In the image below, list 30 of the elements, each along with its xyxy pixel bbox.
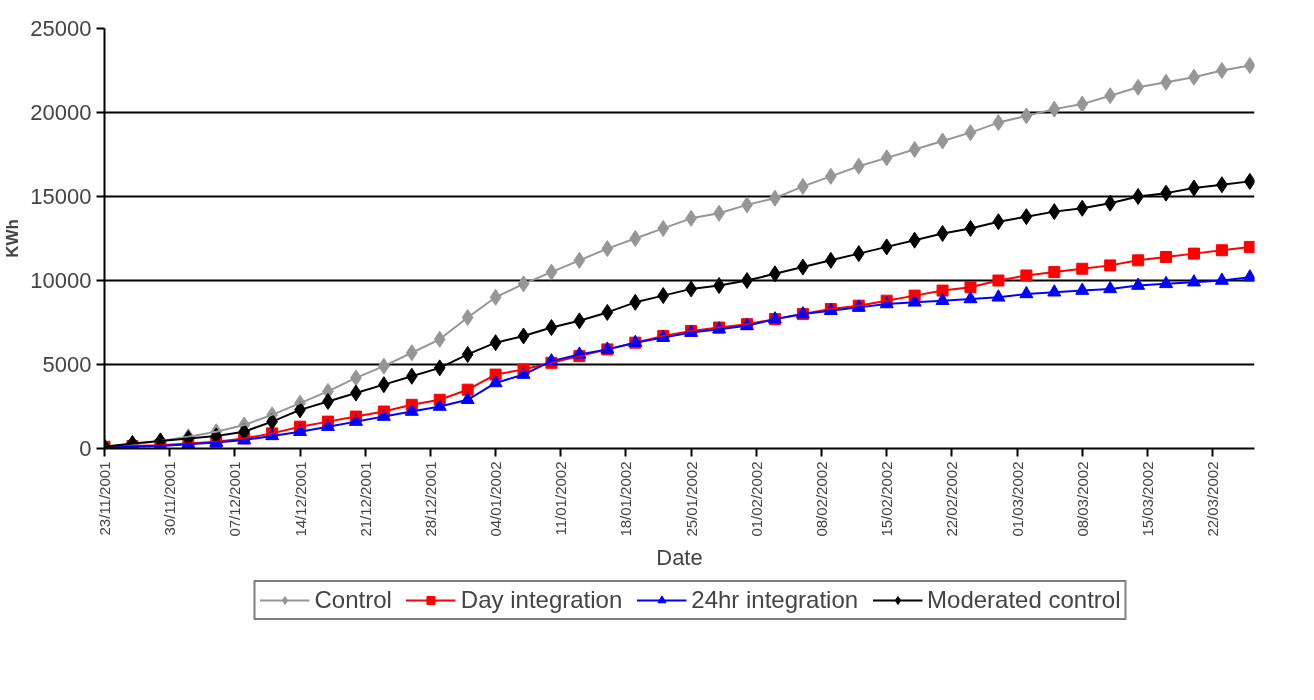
x-tick-label: 18/01/2002 [617, 461, 635, 537]
y-tick-label: 25000 [30, 16, 92, 41]
x-tick-label: 08/02/2002 [813, 461, 830, 537]
y-tick-label: 20000 [30, 100, 92, 125]
legend-label: Moderated control [927, 586, 1121, 614]
x-tick-label: 25/01/2002 [682, 461, 700, 537]
x-tick-label: 14/12/2001 [291, 461, 309, 537]
legend-label: 24hr integration [691, 586, 859, 614]
x-tick-label: 01/03/2002 [1008, 461, 1026, 537]
x-tick-label: 15/03/2002 [1138, 461, 1156, 537]
x-tick-label: 08/03/2002 [1073, 461, 1091, 537]
y-tick-label: 10000 [30, 268, 92, 293]
x-tick-label: 11/01/2002 [552, 461, 570, 536]
x-tick-label: 04/01/2002 [487, 461, 505, 537]
x-tick-label: 22/03/2002 [1204, 461, 1222, 537]
y-tick-label: 0 [79, 436, 92, 461]
x-tick-label: 28/12/2001 [421, 461, 439, 537]
x-tick-label: 30/11/2001 [161, 461, 179, 536]
y-tick-label: 5000 [42, 352, 92, 377]
x-tick-label: 23/11/2001 [96, 461, 113, 536]
x-tick-label: 07/12/2001 [226, 461, 244, 537]
x-tick-label: 22/02/2002 [943, 461, 961, 537]
x-axis-title: Date [656, 544, 703, 570]
x-tick-label: 21/12/2001 [356, 461, 374, 537]
x-tick-label: 15/02/2002 [878, 461, 896, 537]
legend-label: Control [314, 586, 392, 614]
y-axis-title: KWh [3, 219, 23, 258]
y-tick-label: 15000 [30, 184, 92, 209]
legend-label: Day integration [460, 586, 623, 614]
x-tick-label: 01/02/2002 [747, 461, 765, 537]
